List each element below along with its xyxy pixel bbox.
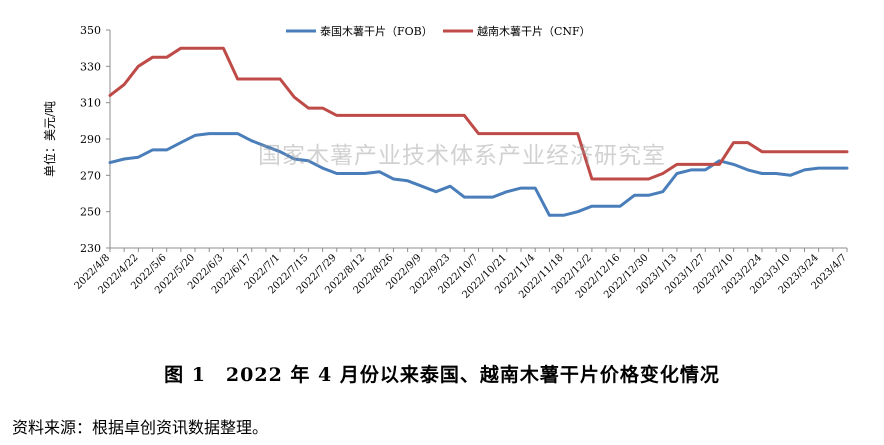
y-tick-label: 250 (80, 206, 101, 219)
series-line-2 (108, 46, 849, 181)
legend: 泰国木薯干片（FOB） 越南木薯干片（CNF） (286, 24, 591, 38)
y-tick-label: 230 (80, 242, 101, 255)
y-tick-label: 350 (80, 24, 101, 37)
y-tick-label: 290 (80, 133, 101, 146)
source-note: 资料来源：根据卓创资讯数据整理。 (12, 418, 269, 437)
watermark: 国家木薯产业技术体系产业经济研究室 (258, 143, 666, 169)
series-line-1 (108, 132, 849, 217)
figure-caption: 图 1 2022 年 4 月份以来泰国、越南木薯干片价格变化情况 (164, 364, 720, 386)
line-chart: 230 250 270 290 310 330 350 2022/4/82022/4/222… (42, 24, 849, 301)
y-tick-label: 330 (80, 60, 101, 73)
legend-label-2: 越南木薯干片（CNF） (477, 24, 591, 38)
y-axis-label: 单位：美元/吨 (42, 101, 57, 177)
y-tick-label: 270 (80, 169, 101, 182)
series-lines (108, 46, 849, 217)
x-axis: 2022/4/82022/4/222022/5/62022/5/202022/6… (73, 247, 849, 301)
y-axis: 230 250 270 290 310 330 350 (80, 24, 111, 255)
y-tick-label: 310 (80, 97, 101, 110)
legend-label-1: 泰国木薯干片（FOB） (320, 24, 433, 38)
